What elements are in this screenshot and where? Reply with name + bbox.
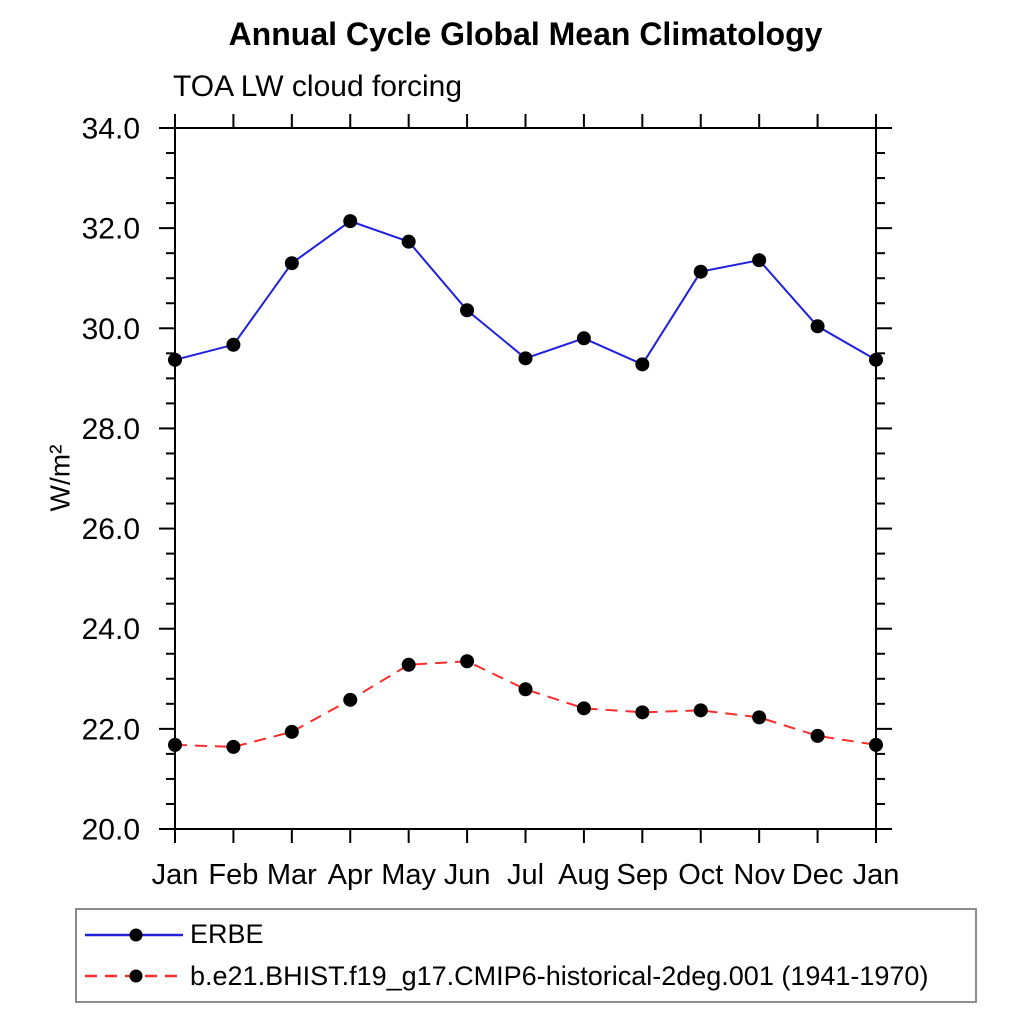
svg-text:Nov: Nov — [733, 859, 785, 891]
legend-line-sample-dashed-icon — [85, 969, 183, 983]
svg-text:Mar: Mar — [267, 859, 317, 891]
svg-text:Sep: Sep — [617, 859, 669, 891]
svg-text:20.0: 20.0 — [82, 814, 140, 847]
svg-text:24.0: 24.0 — [82, 613, 140, 646]
svg-text:26.0: 26.0 — [82, 513, 140, 546]
svg-text:34.0: 34.0 — [82, 113, 140, 146]
legend-item-erbe: ERBE — [81, 918, 975, 952]
legend-label-erbe: ERBE — [190, 919, 264, 950]
svg-text:May: May — [381, 859, 436, 891]
svg-text:Aug: Aug — [558, 859, 610, 891]
svg-text:Jul: Jul — [507, 859, 544, 891]
legend-line-sample-solid-icon — [85, 928, 183, 942]
svg-text:Jun: Jun — [444, 859, 491, 891]
chart-subtitle: TOA LW cloud forcing — [173, 70, 463, 103]
svg-text:Oct: Oct — [678, 859, 723, 891]
svg-text:Dec: Dec — [792, 859, 844, 891]
legend-item-model: b.e21.BHIST.f19_g17.CMIP6-historical-2de… — [81, 959, 975, 993]
svg-text:Jan: Jan — [853, 859, 900, 891]
svg-text:Apr: Apr — [328, 859, 373, 891]
svg-text:32.0: 32.0 — [82, 213, 140, 246]
legend-label-model: b.e21.BHIST.f19_g17.CMIP6-historical-2de… — [190, 960, 929, 991]
chart-title: Annual Cycle Global Mean Climatology — [228, 16, 823, 52]
svg-text:Feb: Feb — [208, 859, 258, 891]
svg-text:30.0: 30.0 — [82, 313, 140, 346]
legend: ERBE b.e21.BHIST.f19_g17.CMIP6-historica… — [75, 908, 977, 1003]
svg-text:Jan: Jan — [152, 859, 199, 891]
svg-text:22.0: 22.0 — [82, 713, 140, 746]
svg-text:28.0: 28.0 — [82, 413, 140, 446]
